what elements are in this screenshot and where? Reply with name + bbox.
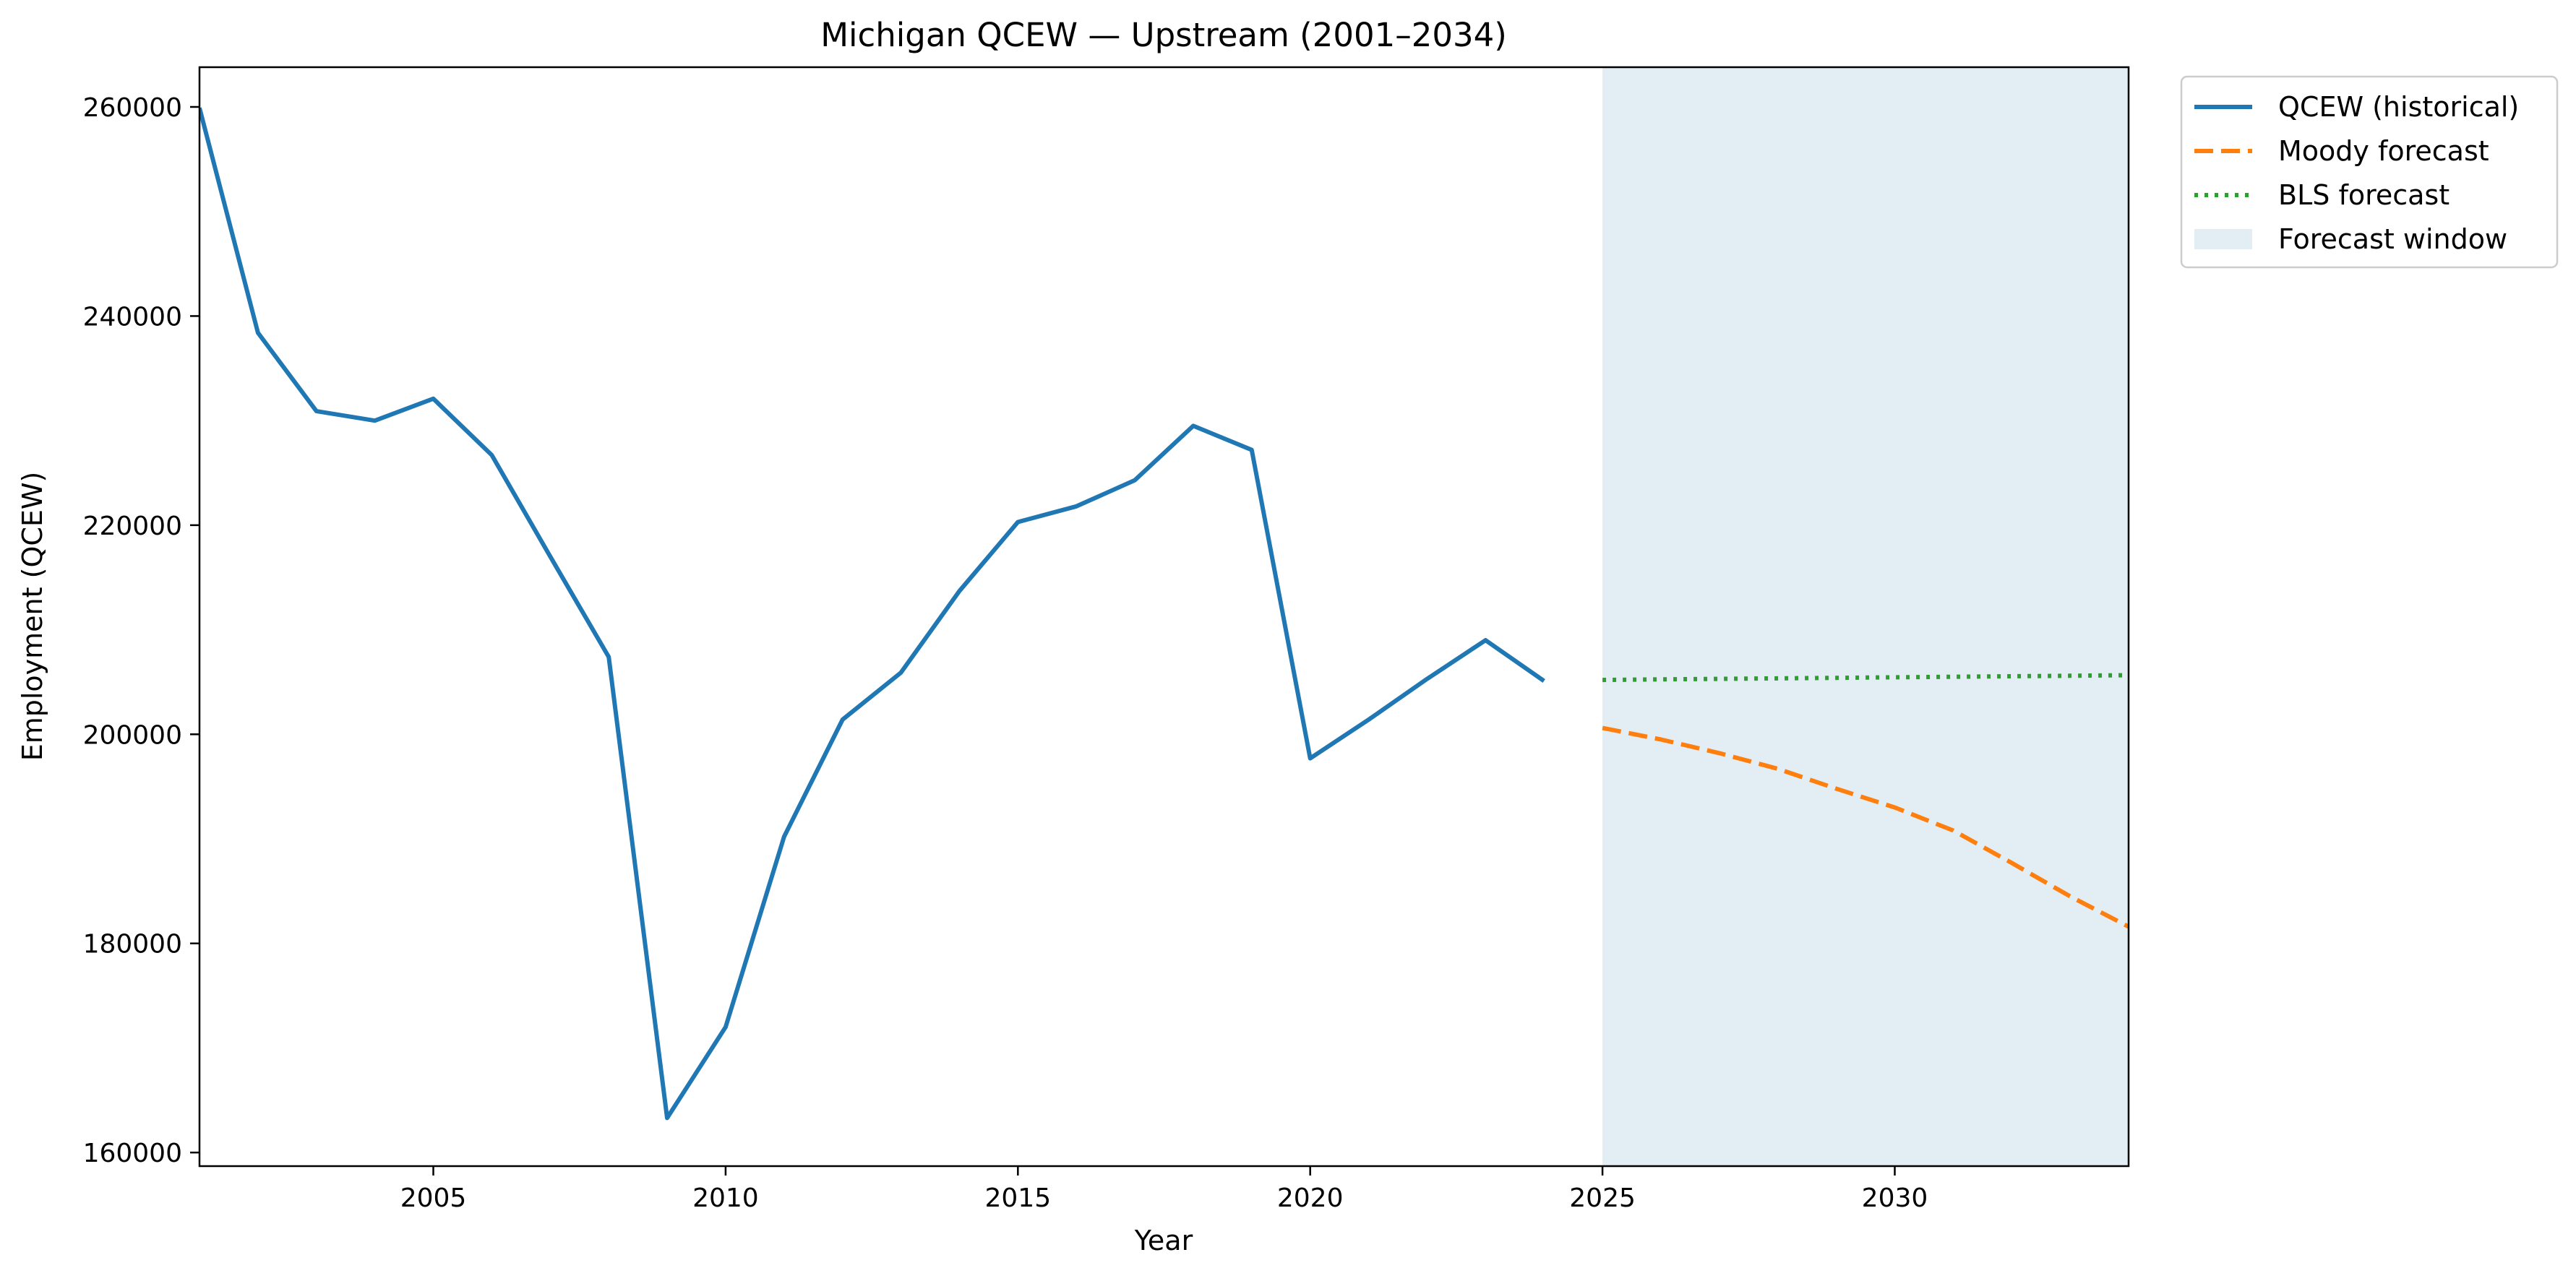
series-line-1 <box>1602 725 2129 929</box>
plot-frame <box>198 66 2130 1168</box>
x-tick-label: 2025 <box>1569 1183 1636 1213</box>
x-tick-label: 2005 <box>400 1183 467 1213</box>
legend: QCEW (historical) Moody forecast BLS forec… <box>2180 75 2559 269</box>
forecast-window-band <box>1602 67 2129 1166</box>
y-tick-label: 180000 <box>83 930 182 959</box>
x-axis-label: Year <box>1134 1225 1193 1256</box>
legend-swatch-3 <box>2194 229 2252 249</box>
y-tick-label: 260000 <box>83 93 182 123</box>
y-tick-label: 200000 <box>83 720 182 750</box>
series-line-2 <box>1602 673 2129 683</box>
y-axis-label: Employment (QCEW) <box>17 472 48 762</box>
x-axis: 2005 2010 2015 2020 2025 2030 <box>400 1166 1928 1213</box>
plot-area <box>198 66 2130 1168</box>
x-tick-label: 2020 <box>1277 1183 1344 1213</box>
y-tick-label: 240000 <box>83 302 182 332</box>
series-line-0 <box>199 107 1545 1121</box>
x-tick-label: 2015 <box>984 1183 1051 1213</box>
legend-label-2: BLS forecast <box>2278 179 2450 211</box>
x-tick-label: 2010 <box>692 1183 759 1213</box>
y-axis: 160000 180000 200000 220000 240000 260000 <box>83 93 199 1168</box>
legend-label-3: Forecast window <box>2278 223 2507 255</box>
x-tick-label: 2030 <box>1862 1183 1928 1213</box>
legend-label-1: Moody forecast <box>2278 135 2489 167</box>
y-tick-label: 160000 <box>83 1139 182 1168</box>
y-tick-label: 220000 <box>83 512 182 541</box>
legend-label-0: QCEW (historical) <box>2278 91 2519 123</box>
chart-title: Michigan QCEW — Upstream (2001–2034) <box>820 16 1507 54</box>
legend-frame <box>2180 75 2559 269</box>
